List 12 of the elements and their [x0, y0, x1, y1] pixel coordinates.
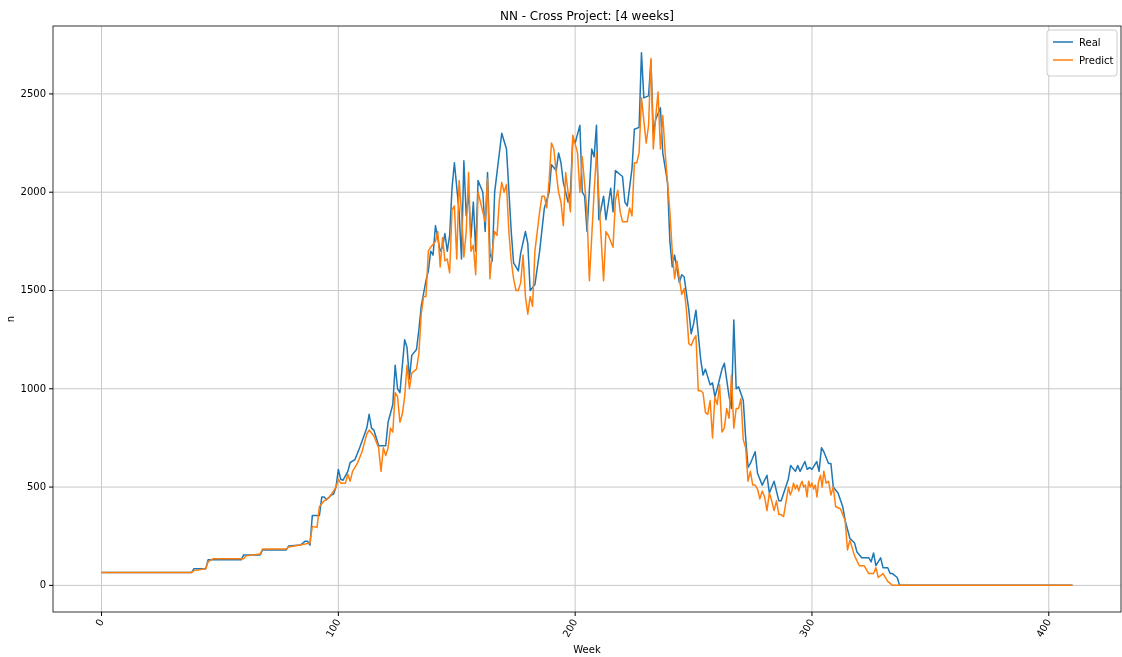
y-tick-label: 500	[26, 481, 46, 493]
y-tick-label: 1500	[20, 284, 46, 296]
y-tick-label: 1000	[20, 382, 46, 394]
y-tick-label: 2000	[20, 186, 46, 198]
x-tick-label: 0	[93, 617, 106, 629]
chart-title: NN - Cross Project: [4 weeks]	[499, 9, 675, 23]
y-axis-title: n	[5, 315, 16, 323]
x-axis-title: Week	[573, 644, 601, 655]
legend-label: Real	[1079, 37, 1101, 48]
y-tick-label: 0	[39, 579, 46, 591]
legend-label: Predict	[1079, 55, 1114, 66]
y-tick-label: 2500	[20, 87, 46, 99]
